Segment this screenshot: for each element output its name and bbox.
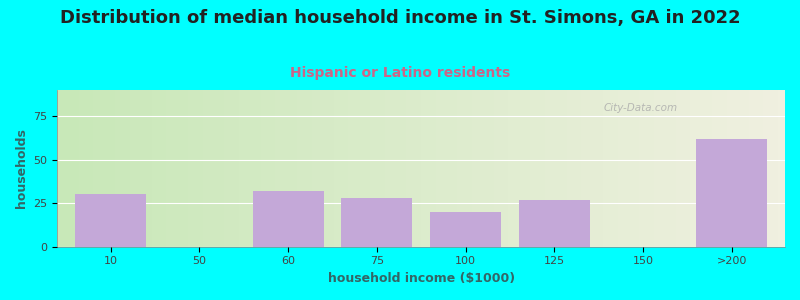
Text: Hispanic or Latino residents: Hispanic or Latino residents — [290, 66, 510, 80]
X-axis label: household income ($1000): household income ($1000) — [328, 272, 514, 285]
Bar — [75, 194, 146, 247]
Bar — [696, 139, 767, 247]
Y-axis label: households: households — [15, 128, 28, 208]
Text: City-Data.com: City-Data.com — [603, 103, 678, 112]
Text: Distribution of median household income in St. Simons, GA in 2022: Distribution of median household income … — [60, 9, 740, 27]
Bar — [253, 191, 323, 247]
Bar — [430, 212, 501, 247]
Bar — [519, 200, 590, 247]
Bar — [342, 198, 412, 247]
